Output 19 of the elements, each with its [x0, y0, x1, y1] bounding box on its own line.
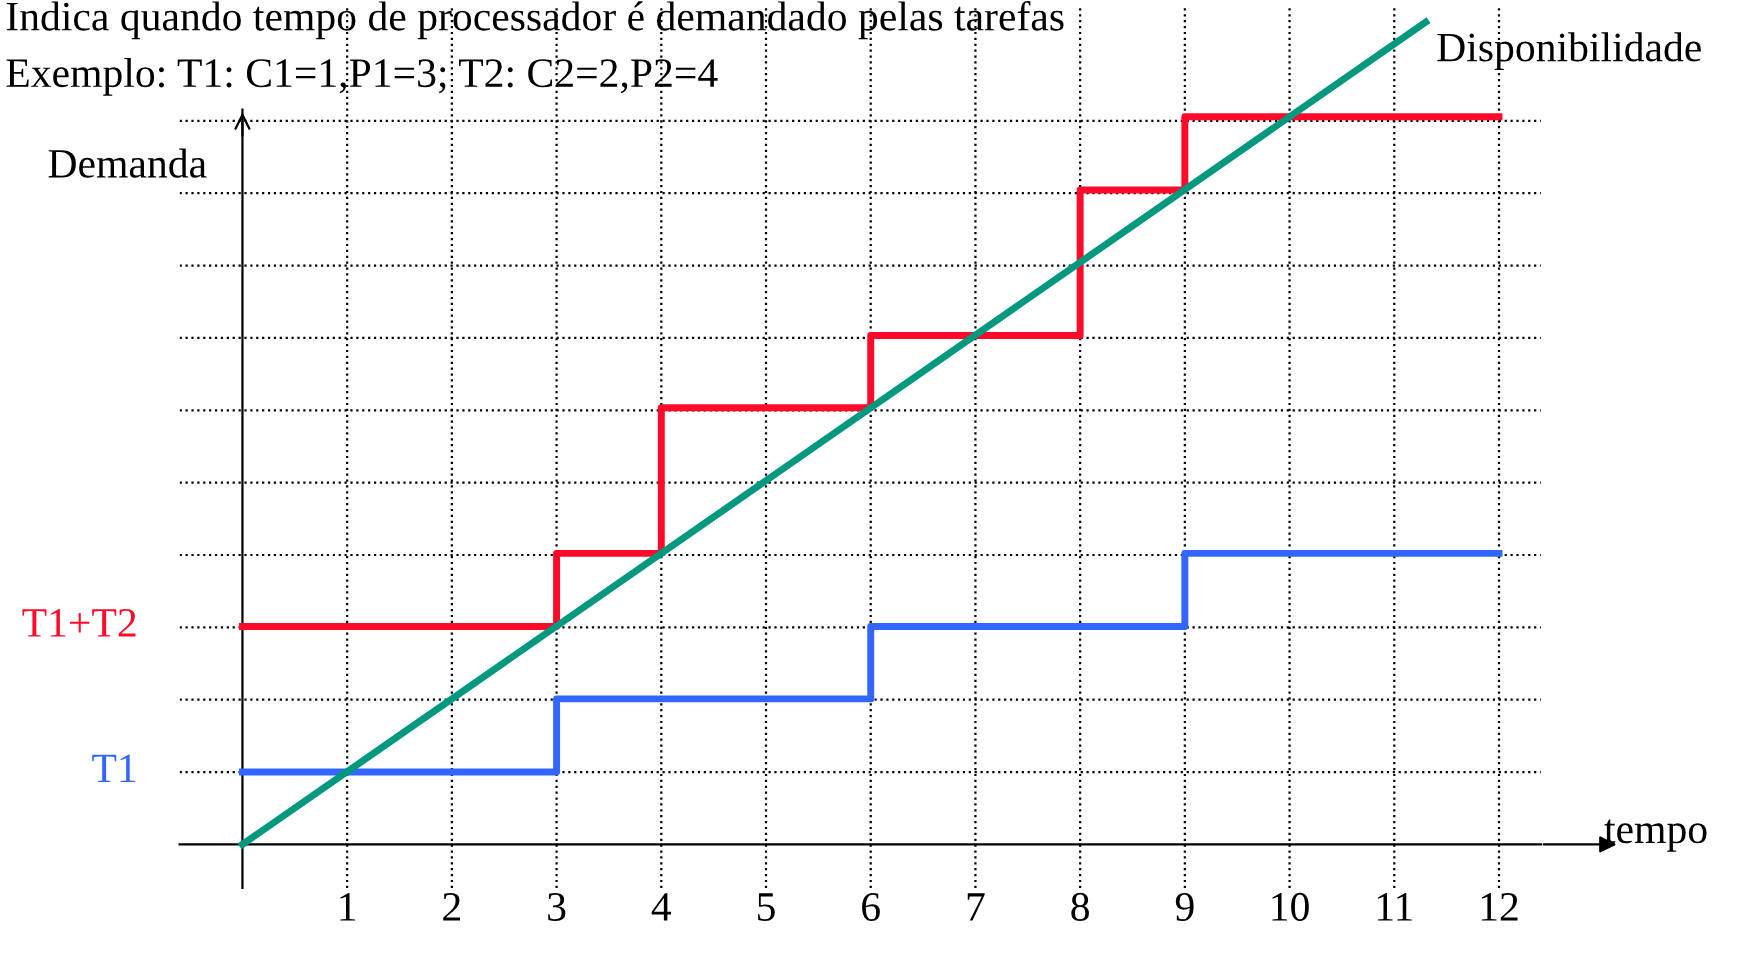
x-axis-title: tempo: [1604, 819, 1707, 852]
x-tick-label: 6: [862, 892, 880, 921]
x-tick-label: 5: [758, 893, 775, 921]
x-tick-label: 8: [1071, 892, 1089, 921]
text: T1: [92, 754, 136, 783]
x-tick-label: 7: [967, 893, 985, 921]
text: T1+T2: [22, 608, 136, 637]
x-tick-label: 9: [1175, 892, 1194, 921]
series-label: Disponibilidade: [1437, 32, 1701, 71]
text: Exemplo: T1: C1=1,P1=3; T2: C2=2,P2=4: [6, 57, 718, 96]
x-tick-label: 4: [651, 893, 672, 921]
x-tick-label: 2: [443, 892, 460, 921]
x-tick-label: 11: [1377, 893, 1412, 921]
x-tick-label: 10: [1272, 892, 1309, 921]
x-tick-label: 3: [548, 892, 566, 921]
x-tick-label: 12: [1481, 892, 1518, 921]
y-axis-title: Demanda: [48, 148, 207, 178]
x-tick-label: 1: [340, 893, 356, 921]
chart-title: Indica quando tempo de processador é demandado pelas tarefas: [6, 0, 1064, 40]
